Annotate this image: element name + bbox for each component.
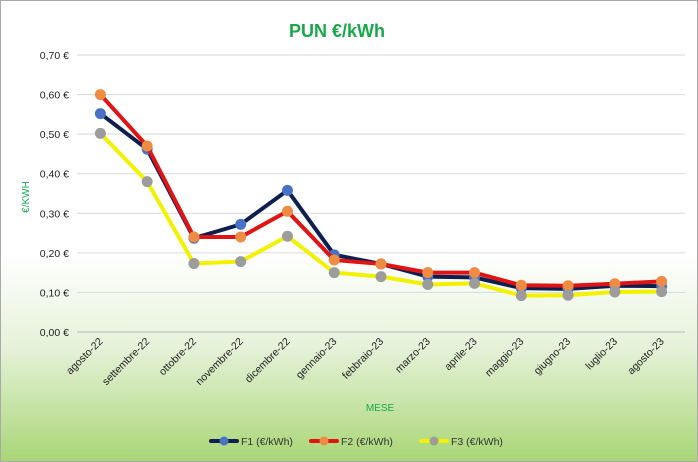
chart-title: PUN €/kWh [289, 21, 385, 41]
data-point [656, 275, 668, 287]
data-point [328, 254, 340, 266]
x-tick-label: giugno-23 [532, 336, 574, 378]
data-point [609, 286, 621, 298]
y-tick-label: 0,20 € [40, 248, 69, 260]
data-point [235, 231, 247, 243]
data-point [562, 280, 574, 292]
x-tick-label: ottobre-22 [157, 336, 199, 378]
x-tick-label: maggio-23 [483, 336, 527, 380]
data-point [188, 231, 200, 243]
data-point [235, 256, 247, 268]
data-point [375, 271, 387, 283]
legend-marker [319, 436, 329, 446]
legend-item: F2 (€/kWh) [309, 436, 393, 448]
legend-label: F2 (€/kWh) [341, 436, 393, 448]
x-tick-label: luglio-23 [583, 336, 620, 373]
x-tick-label: gennaio-23 [294, 336, 340, 382]
data-point [562, 289, 574, 301]
data-point [188, 258, 200, 270]
data-point [281, 205, 293, 217]
data-point [141, 176, 153, 188]
data-point [94, 108, 106, 120]
x-axis-title: MESE [366, 403, 395, 414]
legend-label: F3 (€/kWh) [451, 436, 503, 448]
legend: F1 (€/kWh) F2 (€/kWh) F3 (€/kWh) [209, 436, 503, 448]
series-lines [94, 89, 668, 302]
data-point [235, 218, 247, 230]
data-point [281, 230, 293, 242]
data-point [94, 127, 106, 139]
gridlines [77, 54, 685, 333]
legend-marker [429, 436, 439, 446]
series-2 [94, 89, 668, 292]
x-tick-label: settembre-22 [100, 336, 152, 388]
data-point [422, 279, 434, 291]
legend-marker [219, 436, 229, 446]
y-axis-ticks: 0,00 € 0,10 € 0,20 € 0,30 € 0,40 € 0,50 € 0,60… [40, 50, 69, 339]
legend-label: F1 (€/kWh) [241, 436, 293, 448]
x-tick-label: febbraio-23 [340, 336, 386, 382]
legend-item: F1 (€/kWh) [209, 436, 293, 448]
y-tick-label: 0,10 € [40, 287, 69, 299]
series-line [98, 92, 664, 288]
x-tick-label: agosto-22 [64, 336, 106, 378]
y-tick-label: 0,60 € [40, 90, 69, 102]
x-tick-label: agosto-23 [625, 336, 667, 378]
x-tick-label: novembre-22 [194, 336, 246, 388]
y-tick-label: 0,00 € [40, 327, 69, 339]
y-tick-label: 0,50 € [40, 129, 69, 141]
y-tick-label: 0,40 € [40, 169, 69, 181]
data-point [609, 278, 621, 290]
legend-item: F3 (€/kWh) [419, 436, 503, 448]
data-point [141, 140, 153, 152]
x-tick-label: dicembre-22 [243, 336, 293, 386]
x-tick-label: marzo-23 [393, 336, 433, 376]
x-tick-label: aprile-23 [442, 336, 479, 373]
y-axis-title: €/KWH [21, 181, 32, 213]
data-point [656, 286, 668, 298]
data-point [422, 267, 434, 279]
data-point [328, 267, 340, 279]
y-tick-label: 0,70 € [40, 50, 69, 62]
data-point [469, 267, 481, 279]
data-point [515, 290, 527, 302]
data-point [281, 184, 293, 196]
series-3 [94, 127, 668, 302]
data-point [94, 89, 106, 101]
data-point [469, 277, 481, 289]
y-tick-label: 0,30 € [40, 208, 69, 220]
data-point [515, 279, 527, 291]
data-point [375, 258, 387, 270]
